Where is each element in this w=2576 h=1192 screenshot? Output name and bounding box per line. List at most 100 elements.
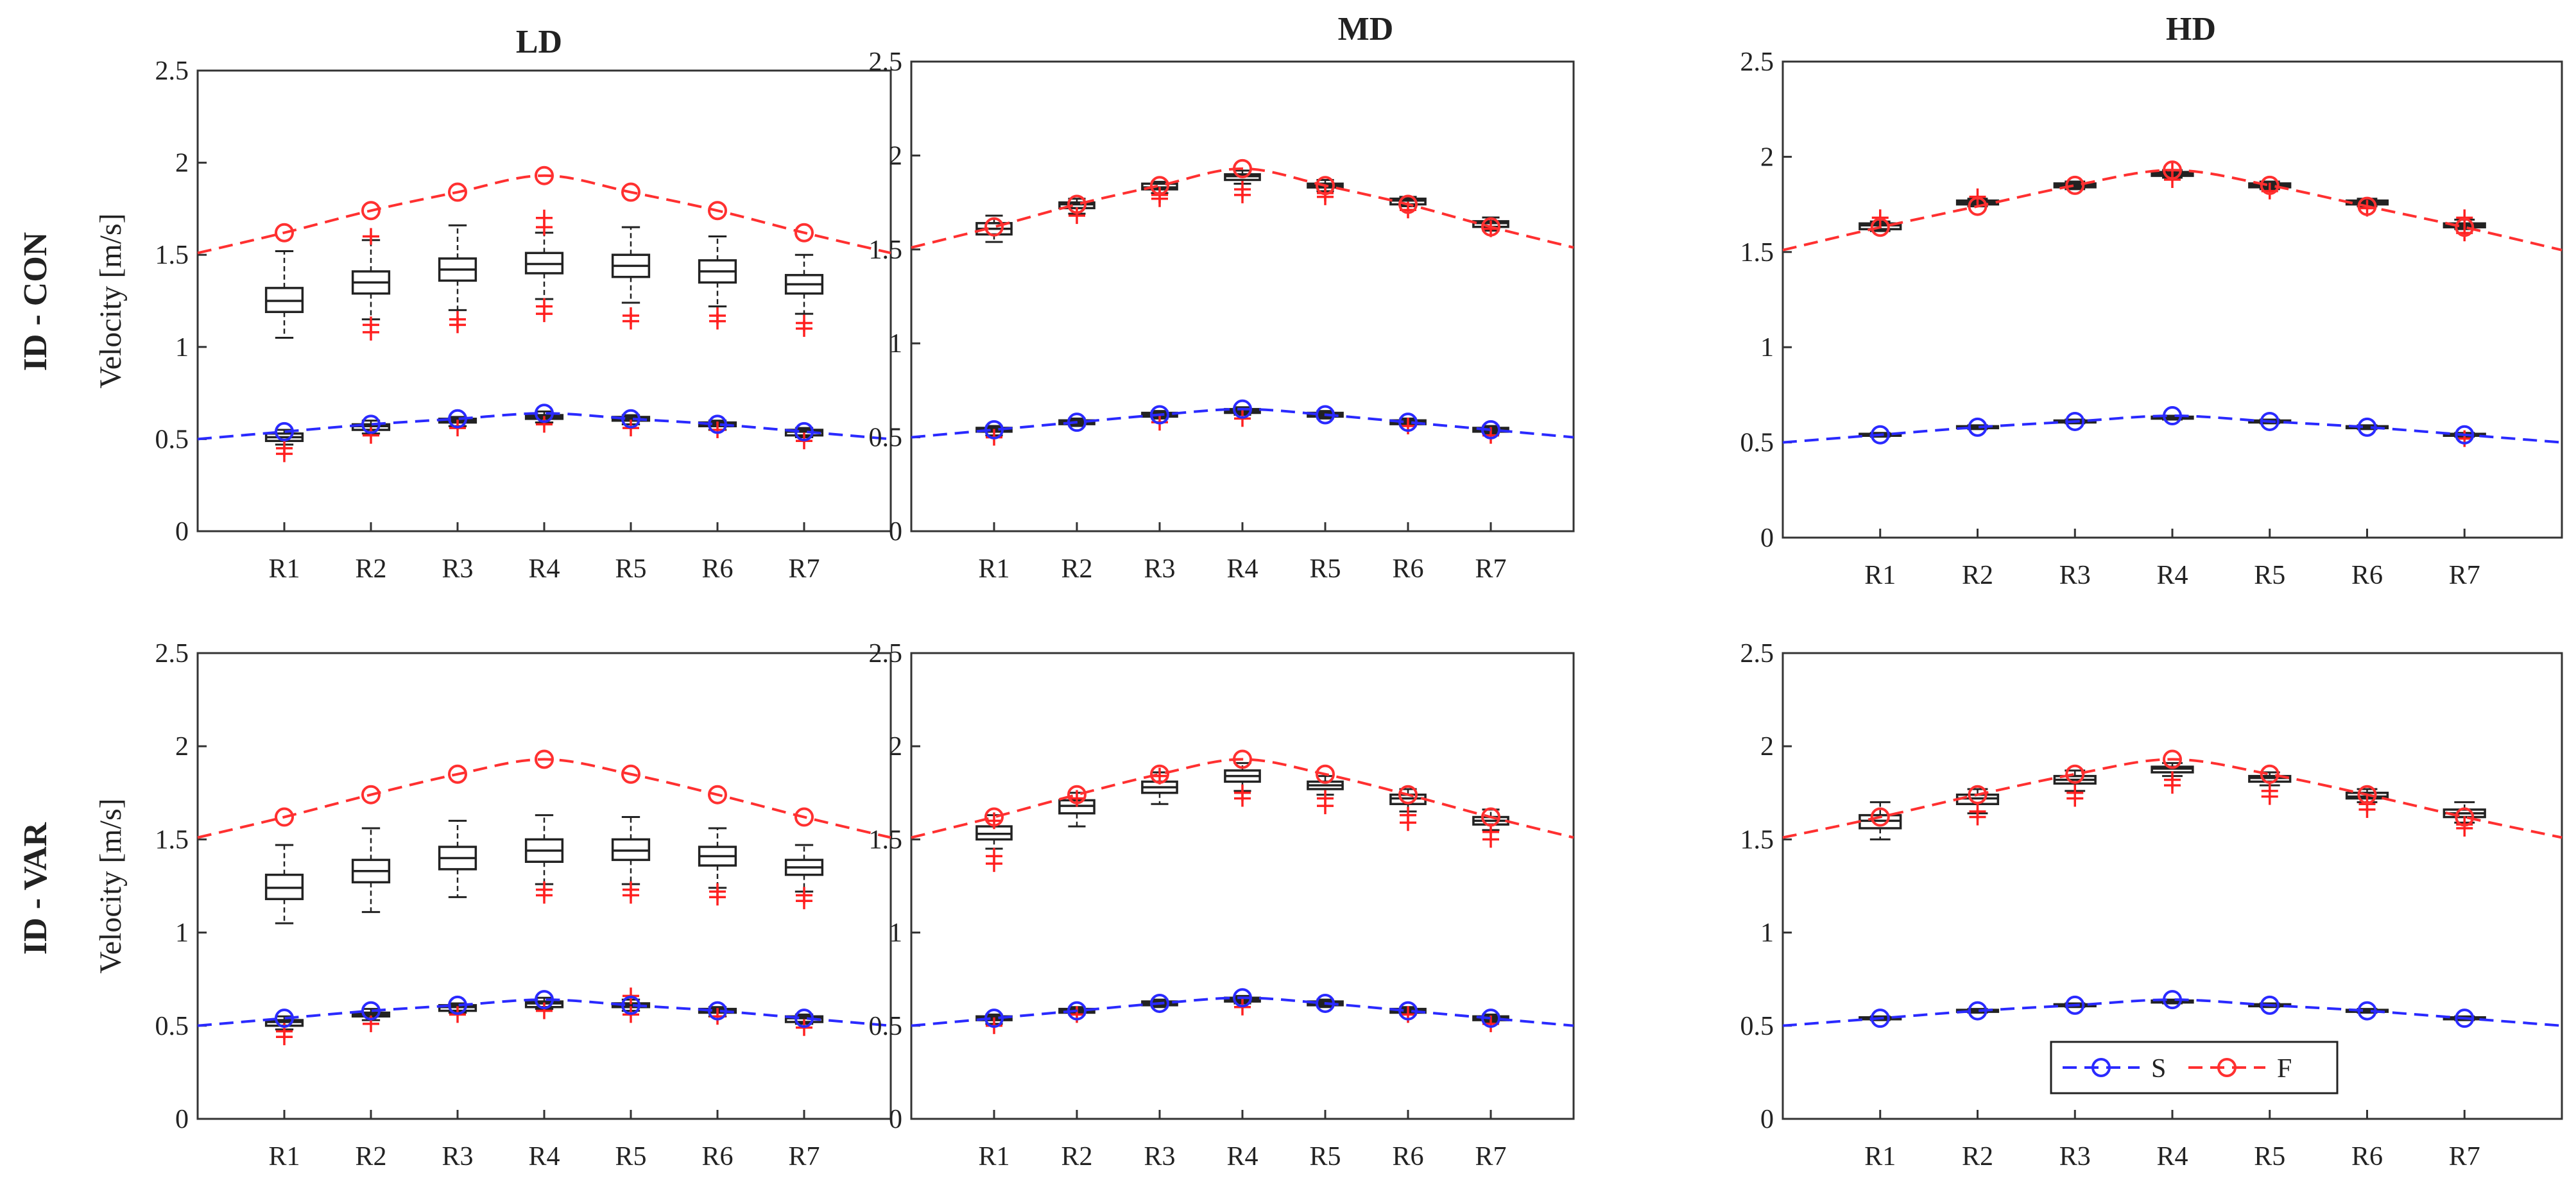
y-tick-label: 1.5 [869,235,903,265]
x-tick-label: R4 [528,554,560,584]
x-tick-label: R3 [442,1142,473,1171]
series-marker-f [275,807,294,827]
x-tick-label: R2 [1061,1142,1092,1171]
y-axis-label: Velocity [m/s] [94,798,128,973]
outlier-marker [796,887,812,904]
column-title-ld: LD [516,24,562,60]
x-tick-label: R2 [1061,554,1092,584]
box-r2-f [351,827,391,914]
y-tick-label: 0.5 [155,425,189,454]
outlier-marker [709,883,726,900]
x-tick-label: R3 [1144,554,1175,584]
outlier-marker [536,416,553,433]
x-tick-label: R5 [1309,1142,1341,1171]
series-marker-f [1968,196,1988,216]
series-marker-f [1233,158,1252,178]
y-tick-label: 1 [175,333,189,362]
series-marker-f [2163,749,2182,769]
outlier-marker [2066,784,2084,801]
series-marker-s [621,995,640,1015]
series-line-f [1782,169,2563,251]
x-tick-label: R6 [701,1142,733,1171]
x-tick-label: R4 [1226,1142,1258,1171]
box-r4-f [524,209,564,323]
y-tick-label: 0 [889,1105,902,1134]
outlier-marker [363,316,379,334]
series-marker-f [621,764,640,784]
series-marker-f [2260,764,2280,784]
outlier-marker [623,881,639,898]
series-marker-f [2357,196,2377,216]
series-line-f [197,758,891,839]
series-marker-f [2065,764,2085,784]
series-marker-f [2455,217,2475,237]
series-marker-f [1481,807,1500,827]
series-line-s [911,407,1574,439]
x-tick-label: R1 [978,1142,1009,1171]
series-marker-f [1233,749,1252,769]
x-tick-label: R5 [615,1142,646,1171]
y-tick-label: 2.5 [1740,47,1774,77]
y-tick-label: 2.5 [155,639,189,668]
x-tick-label: R5 [615,554,646,584]
y-tick-label: 2 [1760,142,1774,172]
x-tick-label: R3 [442,554,473,584]
series-marker-f [448,764,467,784]
x-tick-label: R3 [1144,1142,1175,1171]
box-r5-f [611,816,651,904]
outlier-marker [536,209,553,226]
series-marker-s [535,404,554,423]
outlier-marker [276,439,293,457]
series-line-f [911,167,1574,249]
series-marker-s [2065,411,2085,431]
series-marker-f [794,223,814,243]
y-tick-label: 2.5 [869,639,903,668]
y-tick-label: 1.5 [1740,238,1774,268]
series-marker-s [1233,399,1252,419]
series-marker-s [984,1009,1004,1028]
series-marker-f [2357,785,2377,805]
series-marker-f [2260,175,2280,195]
plot-frame [910,652,1575,1120]
series-marker-f [1150,176,1169,196]
panel-0: 0 0.5 1 1.5 2 2.5 R1 R2 R3 R4 R5 R6 R7 Velocity [m/s] [94,56,892,584]
y-tick-label: 2.5 [1740,639,1774,668]
outlier-marker [1969,803,1986,820]
series-marker-f [1316,764,1335,784]
series-marker-s [2260,995,2280,1015]
box-r5-f [611,226,651,330]
plot-frame [910,60,1575,532]
outlier-marker [2164,771,2181,788]
x-tick-label: R1 [268,1142,300,1171]
series-marker-s [2163,406,2182,426]
box-r6-f [698,235,737,330]
series-marker-s [794,421,814,441]
series-marker-f [1481,217,1500,237]
panel-2: 0 0.5 1 1.5 2 2.5 R1 R2 R3 R4 R5 R6 R7 [1740,47,2563,590]
legend-s-label: S [2151,1054,2166,1084]
series-marker-s [1870,1009,1890,1028]
y-tick-label: 2 [175,149,189,178]
x-tick-label: R7 [2449,1142,2480,1171]
outlier-marker [709,307,726,324]
x-tick-label: R4 [2156,561,2188,590]
series-marker-f [708,785,727,805]
y-axis-label: Velocity [m/s] [94,213,128,388]
outlier-marker [986,847,1002,865]
x-tick-label: R6 [2351,561,2383,590]
box-r7-s [2443,430,2486,447]
series-marker-s [2260,411,2280,431]
outlier-marker [1400,806,1416,824]
series-line-f [1782,758,2563,839]
outlier-marker [363,427,379,444]
series-marker-f [794,807,814,827]
y-tick-label: 2.5 [155,56,189,86]
panel-3: 0 0.5 1 1.5 2 2.5 R1 R2 R3 R4 R5 R6 R7 Velocity [m/s] [94,639,892,1171]
x-tick-label: R2 [1962,1142,1993,1171]
box-r2-s [351,1008,391,1032]
outlier-marker [536,1002,553,1019]
outlier-marker [536,881,553,898]
x-tick-label: R6 [701,554,733,584]
box-r4-f [2151,162,2194,189]
series-marker-s [2455,1009,2475,1028]
